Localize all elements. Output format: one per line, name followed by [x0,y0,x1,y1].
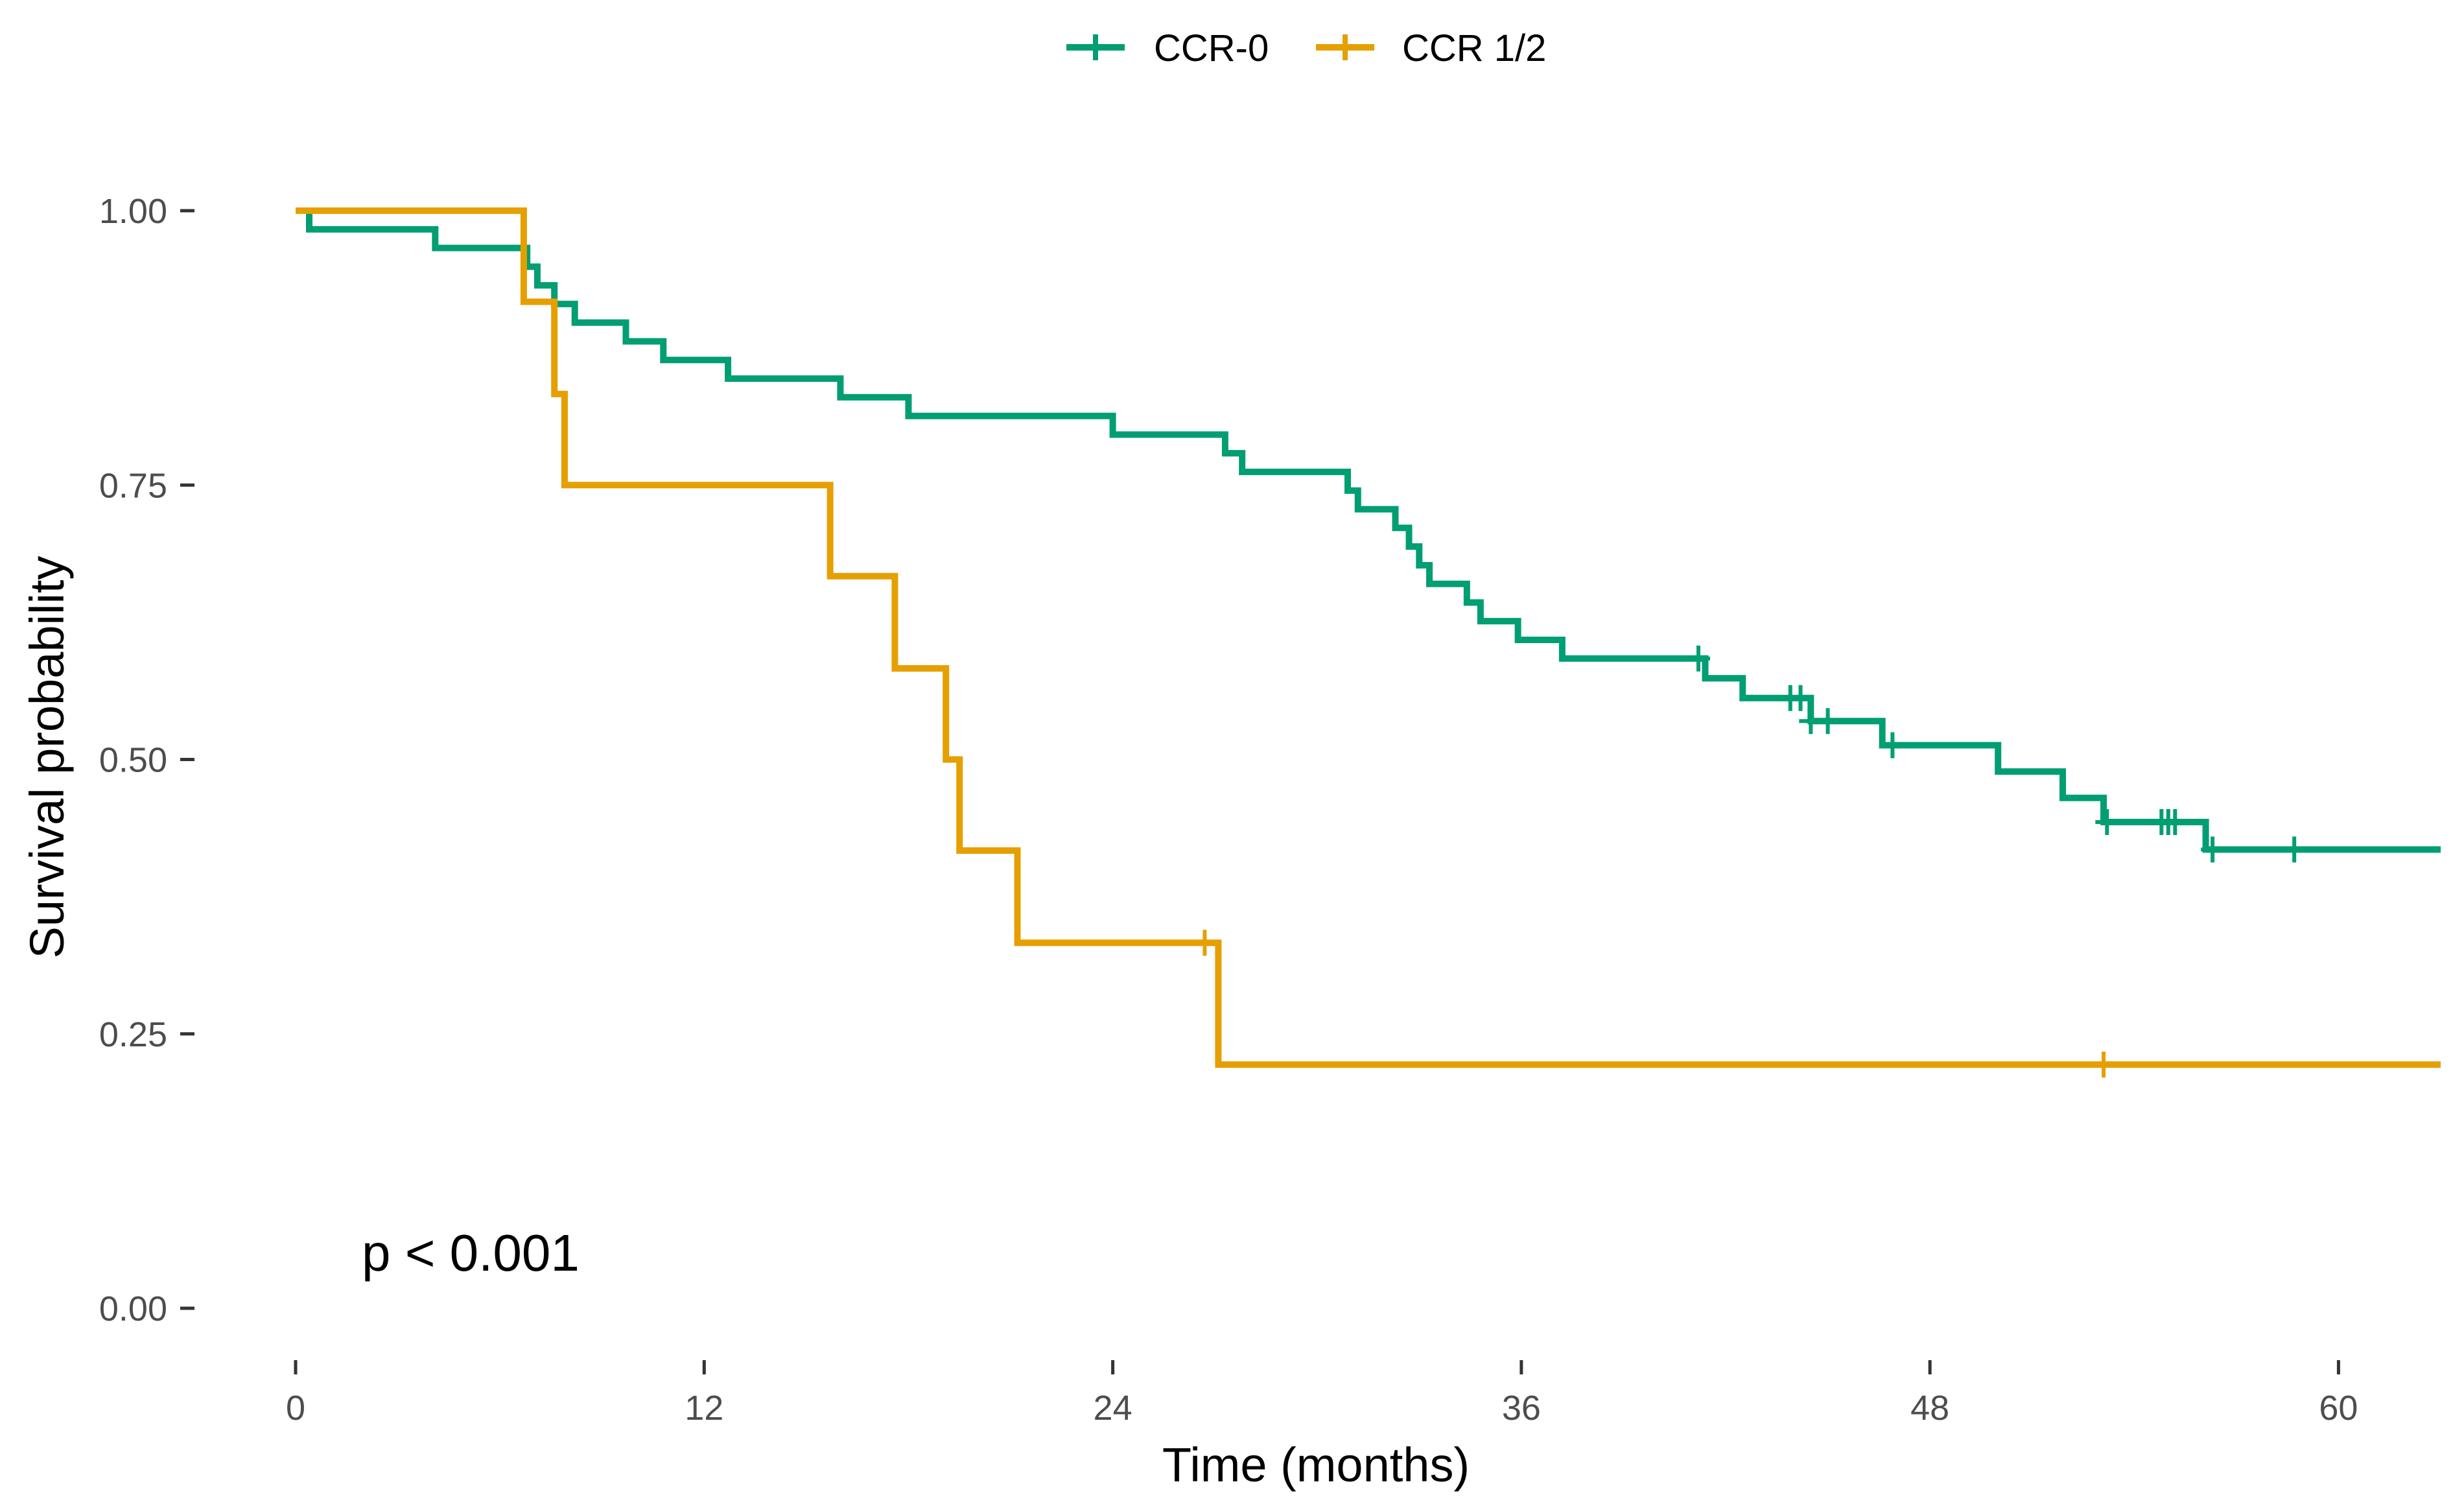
y-axis-title: Survival probability [20,556,74,958]
x-tick-label: 36 [1502,1389,1541,1428]
x-axis-title: Time (months) [1162,1438,1470,1492]
censor-mark-ccr0 [2095,809,2119,836]
survival-curve-ccr12 [296,207,2441,1068]
censor-mark-ccr0 [2201,836,2225,863]
legend: CCR-0 CCR 1/2 [1066,27,1546,69]
censor-mark-ccr0 [1789,685,1813,711]
y-tick-label: 0.00 [99,1289,167,1328]
censor-mark-ccr0 [1881,732,1905,759]
y-tick-label: 0.25 [99,1015,167,1054]
censor-mark-ccr0 [2282,836,2306,863]
censor-mark-ccr0 [1686,645,1710,672]
y-axis: 0.00 0.25 0.50 0.75 1.00 [99,192,194,1328]
p-value-annotation: p < 0.001 [362,1224,580,1282]
survival-curve-ccr0 [296,207,2441,853]
x-tick-label: 48 [1910,1389,1949,1428]
y-tick-label: 0.50 [99,741,167,780]
x-tick-label: 0 [286,1389,305,1428]
legend-label-ccr12: CCR 1/2 [1402,27,1546,69]
censor-mark-ccr0 [2163,809,2187,836]
y-tick-label: 1.00 [99,192,167,231]
x-tick-label: 12 [685,1389,723,1428]
x-axis: 0 12 24 36 48 60 [286,1360,2358,1428]
censor-mark-ccr12 [2092,1052,2116,1078]
censor-mark-ccr0 [1816,708,1840,735]
censor-mark-ccr12 [1193,930,1217,956]
x-tick-label: 60 [2319,1389,2358,1428]
y-tick-label: 0.75 [99,466,167,505]
plot-area [296,207,2441,1078]
legend-label-ccr0: CCR-0 [1154,27,1269,69]
x-tick-label: 24 [1094,1389,1132,1428]
